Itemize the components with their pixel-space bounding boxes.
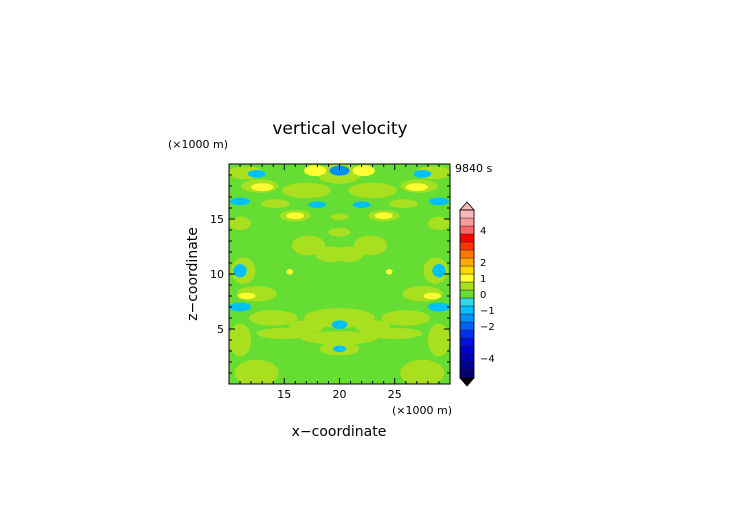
field-feature <box>413 170 432 178</box>
field-feature <box>427 302 450 312</box>
field-feature <box>429 197 449 206</box>
field-feature <box>291 235 326 256</box>
field-feature <box>400 359 445 384</box>
colorbar-tick-label: −2 <box>480 322 495 333</box>
field-feature <box>286 269 294 275</box>
field-feature <box>229 323 252 357</box>
field-feature <box>432 264 446 278</box>
colorbar-tick-label: 0 <box>480 290 486 301</box>
colorbar-tick-label: −1 <box>480 306 495 317</box>
field-feature <box>304 165 327 177</box>
time-label: 9840 s <box>455 162 492 175</box>
field-feature <box>256 327 312 339</box>
colorbar-cell <box>459 217 475 227</box>
colorbar-cell <box>459 361 475 371</box>
field-feature <box>389 199 418 209</box>
field-feature <box>248 310 298 326</box>
field-feature <box>352 201 371 208</box>
field-feature <box>385 269 393 275</box>
colorbar-cell <box>459 337 475 347</box>
colorbar-tick-label: 1 <box>480 274 486 285</box>
field-feature <box>352 165 375 177</box>
field-feature <box>427 323 450 357</box>
colorbar-cell <box>459 249 475 259</box>
colorbar-extend-max <box>459 201 475 211</box>
field-feature <box>304 308 375 328</box>
colorbar-cell <box>459 369 475 379</box>
colorbar-cell <box>459 305 475 315</box>
colorbar-frame <box>459 209 475 379</box>
field-feature <box>251 183 274 191</box>
field-feature <box>330 213 349 221</box>
x-axis-unit: (×1000 m) <box>392 404 452 417</box>
field-feature <box>247 170 266 178</box>
colorbar-cell <box>459 209 475 219</box>
field-feature <box>233 264 247 278</box>
colorbar-cell <box>459 313 475 323</box>
colorbar-cell <box>459 297 475 307</box>
y-tick-label: 10 <box>210 268 224 281</box>
field-feature <box>329 165 350 176</box>
field-feature <box>300 331 379 345</box>
field-feature <box>328 227 351 237</box>
field-feature <box>423 292 442 300</box>
field-feature <box>381 310 431 326</box>
x-axis-label: x−coordinate <box>292 424 387 440</box>
colorbar-cell <box>459 329 475 339</box>
colorbar: 4 2 1 0 −1 −2 −4 <box>459 201 495 387</box>
y-tick-label: 15 <box>210 213 224 226</box>
colorbar-cell <box>459 233 475 243</box>
x-tick-label: 20 <box>333 388 347 401</box>
x-tick-label: 25 <box>388 388 402 401</box>
heatmap-field <box>229 164 450 384</box>
field-feature <box>353 235 388 256</box>
y-axis-unit: (×1000 m) <box>168 138 228 151</box>
field-feature <box>331 320 348 329</box>
field-feature <box>332 246 364 262</box>
colorbar-cell <box>459 289 475 299</box>
field-feature <box>308 201 327 208</box>
chart-title: vertical velocity <box>272 119 407 139</box>
field-feature <box>348 182 397 199</box>
field-feature <box>427 216 450 230</box>
y-axis-label: z−coordinate <box>185 227 201 321</box>
field-feature <box>261 199 290 209</box>
field-feature <box>230 197 250 206</box>
y-tick-label: 5 <box>217 323 224 336</box>
colorbar-tick-label: 2 <box>480 258 486 269</box>
colorbar-cell <box>459 225 475 235</box>
field-feature <box>405 183 428 191</box>
field-feature <box>374 212 393 219</box>
colorbar-cell <box>459 273 475 283</box>
colorbar-tick-label: −4 <box>480 354 495 365</box>
field-feature <box>237 292 256 300</box>
colorbar-cell <box>459 265 475 275</box>
colorbar-extend-min <box>459 377 475 387</box>
x-tick-label: 15 <box>277 388 291 401</box>
field-feature <box>282 182 331 199</box>
colorbar-cell <box>459 281 475 291</box>
colorbar-cell <box>459 321 475 331</box>
field-feature <box>229 216 252 230</box>
axis-ticks: 15 20 25 5 10 15 <box>210 164 450 401</box>
field-feature <box>367 327 423 339</box>
colorbar-cell <box>459 353 475 363</box>
field-feature <box>229 302 252 312</box>
colorbar-cell <box>459 345 475 355</box>
field-feature <box>332 345 347 353</box>
field-feature <box>234 359 279 384</box>
colorbar-cell <box>459 241 475 251</box>
field-feature <box>286 212 305 219</box>
colorbar-cell <box>459 257 475 267</box>
colorbar-tick-label: 4 <box>480 226 486 237</box>
